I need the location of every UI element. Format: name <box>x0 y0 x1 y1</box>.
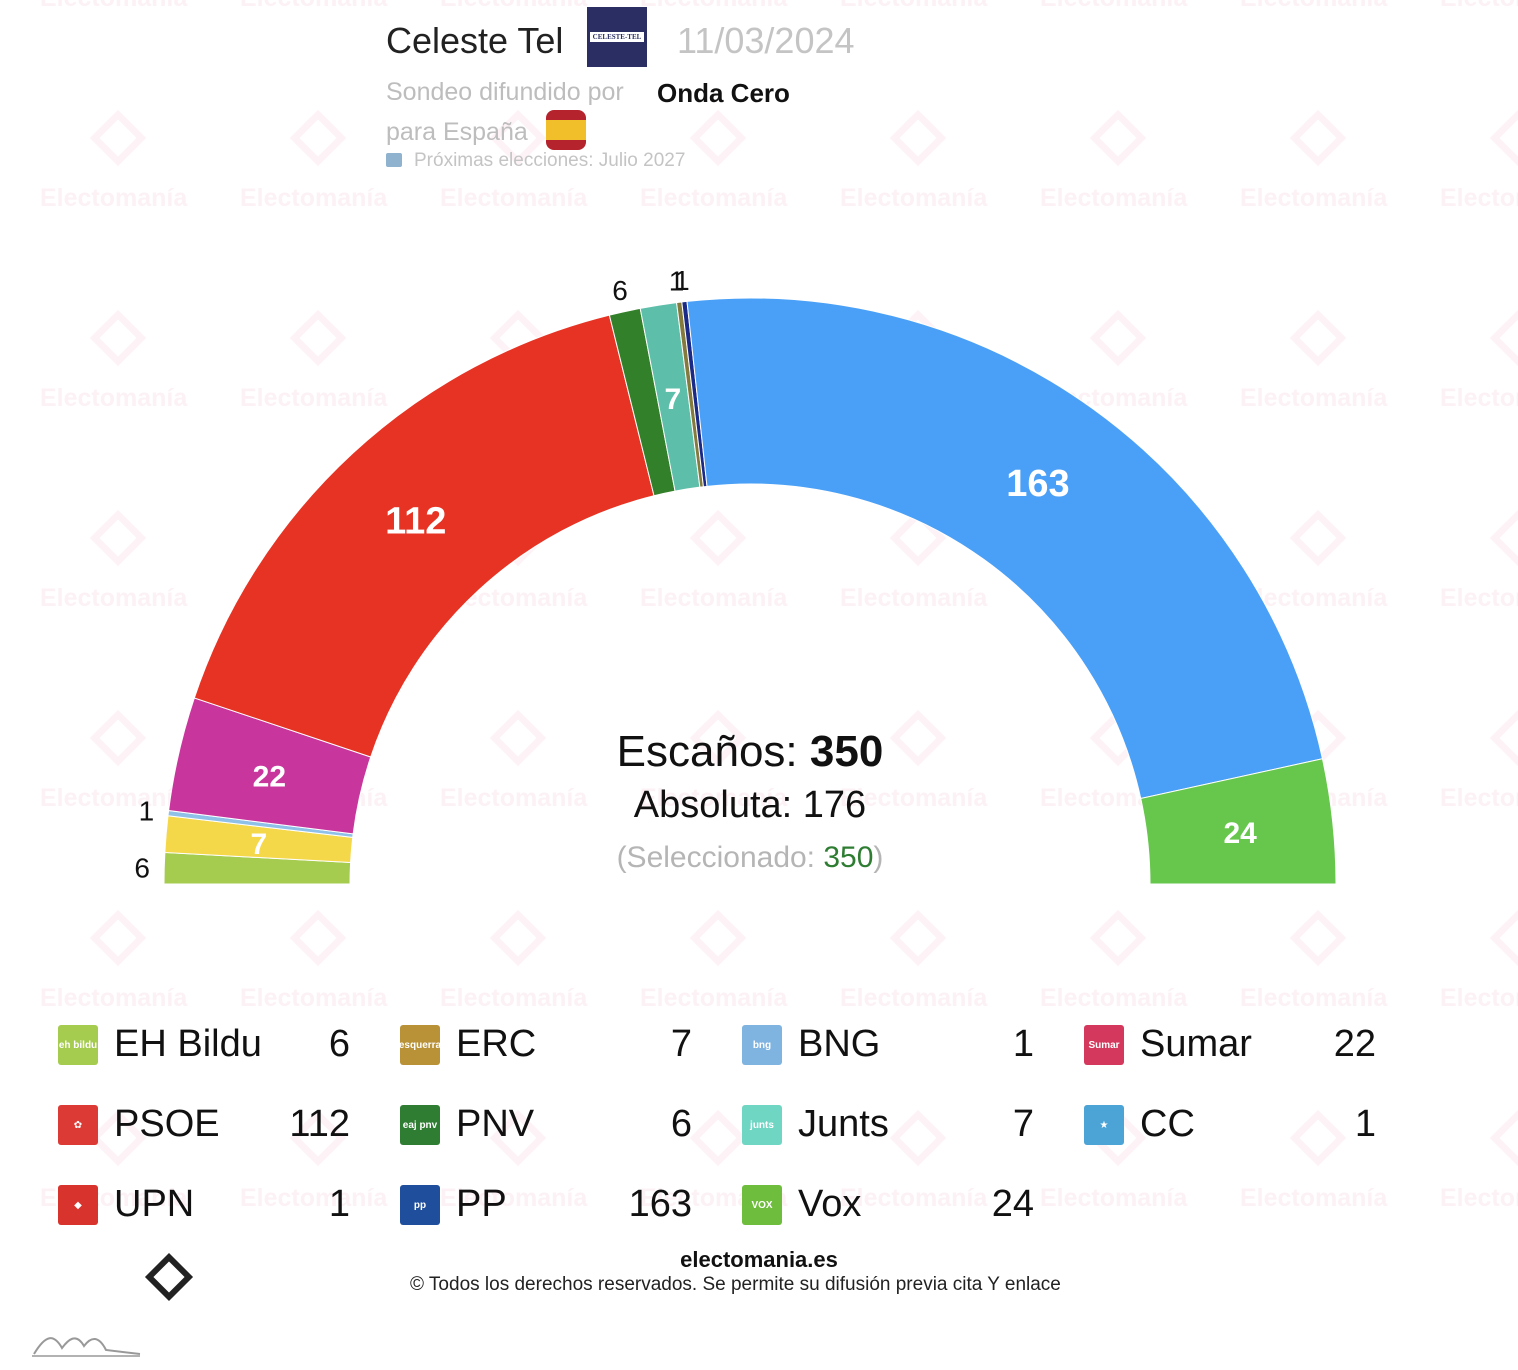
watermark-text: Electomanía <box>1440 1184 1518 1212</box>
selected-prefix: (Seleccionado: <box>616 841 824 874</box>
poll-date: 11/03/2024 <box>677 20 855 61</box>
legend-item-eh-bildu: eh bildu EH Bildu 6 <box>58 1023 388 1065</box>
legend-party-seats: 24 <box>991 1183 1034 1225</box>
legend-party-seats: 6 <box>670 1103 692 1145</box>
legend-party-name: ERC <box>456 1023 537 1065</box>
selected-seats: (Seleccionado: 350) <box>500 841 1000 875</box>
vox-icon: VOX <box>742 1185 782 1225</box>
seat-arc-pp <box>686 297 1324 800</box>
sparkline-icon <box>32 1337 141 1357</box>
legend-item-pp: pp PP 163 <box>400 1183 730 1225</box>
seat-label-psoe: 112 <box>385 501 446 543</box>
legend-party-seats: 6 <box>328 1023 350 1065</box>
footer-site[interactable]: electomania.es <box>680 1247 838 1272</box>
legend-item-upn: ◆ UPN 1 <box>58 1183 388 1225</box>
pnv-icon: eaj pnv <box>400 1105 440 1145</box>
legend-party-seats: 1 <box>1354 1103 1376 1145</box>
pollster-logo: CELESTE-TEL <box>587 7 647 67</box>
legend-item-bng: bng BNG 1 <box>742 1023 1072 1065</box>
seats-total: 350 <box>809 727 884 776</box>
seat-label-eh-bildu: 6 <box>134 853 150 884</box>
pollster-name: Celeste Tel <box>386 20 564 61</box>
legend-party-seats: 7 <box>670 1023 692 1065</box>
junts-icon: junts <box>742 1105 782 1145</box>
seat-label-junts: 7 <box>665 383 682 416</box>
media-name: Onda Cero <box>657 78 790 108</box>
seat-label-pnv: 6 <box>612 275 628 306</box>
footer-copyright: © Todos los derechos reservados. Se perm… <box>410 1274 1061 1295</box>
spread-label: Sondeo difundido por <box>386 78 624 106</box>
legend-party-name: PNV <box>456 1103 535 1145</box>
pollster-logo-text: CELESTE-TEL <box>589 32 645 42</box>
legend-party-seats: 22 <box>1333 1023 1376 1065</box>
pp-icon: pp <box>400 1185 440 1225</box>
legend-party-name: Vox <box>798 1183 862 1225</box>
legend-party-name: Sumar <box>1140 1023 1252 1065</box>
legend-party-seats: 163 <box>628 1183 692 1225</box>
legend-item-pnv: eaj pnv PNV 6 <box>400 1103 730 1145</box>
legend-party-name: PP <box>456 1183 507 1225</box>
legend-party-name: Junts <box>798 1103 889 1145</box>
legend-item-vox: VOX Vox 24 <box>742 1183 1072 1225</box>
legend-party-seats: 7 <box>1012 1103 1034 1145</box>
seats-summary: Escaños: 350 <box>500 727 1000 777</box>
legend-party-name: EH Bildu <box>114 1023 262 1065</box>
cc-icon: ★ <box>1084 1105 1124 1145</box>
legend-item-junts: junts Junts 7 <box>742 1103 1072 1145</box>
ballot-box-icon <box>386 153 402 167</box>
legend-item-cc: ★ CC 1 <box>1084 1103 1414 1145</box>
seat-arc-vox <box>1140 758 1337 885</box>
erc-icon: esquerra <box>399 1025 441 1065</box>
sumar-icon: Sumar <box>1084 1025 1124 1065</box>
selected-suffix: ) <box>873 841 884 874</box>
legend-party-name: PSOE <box>114 1103 220 1145</box>
next-elections: Próximas elecciones: Julio 2027 <box>386 150 685 172</box>
seat-label-erc: 7 <box>250 828 267 861</box>
selected-value: 350 <box>823 841 874 874</box>
seat-label-pp: 163 <box>1006 463 1069 505</box>
next-elections-text: Próximas elecciones: Julio 2027 <box>414 150 686 171</box>
eh-bildu-icon: eh bildu <box>58 1025 98 1065</box>
absolute-majority: Absoluta: 176 <box>633 784 867 826</box>
seat-label-bng: 1 <box>139 796 155 827</box>
legend-party-seats: 112 <box>289 1103 350 1145</box>
spain-flag-icon <box>546 110 586 150</box>
legend-item-sumar: Sumar Sumar 22 <box>1084 1023 1414 1065</box>
region-label: para España <box>386 118 528 146</box>
legend-party-name: CC <box>1140 1103 1195 1145</box>
watermark-logo-icon <box>1489 1109 1518 1167</box>
seat-arc-psoe <box>193 314 655 758</box>
legend-party-seats: 1 <box>328 1183 350 1225</box>
seats-label: Escaños: <box>616 727 798 776</box>
legend-item-psoe: ✿ PSOE 112 <box>58 1103 388 1145</box>
legend-party-seats: 1 <box>1012 1023 1034 1065</box>
legend-party-name: UPN <box>114 1183 195 1225</box>
seat-label-sumar: 22 <box>253 760 286 793</box>
seat-label-vox: 24 <box>1223 817 1257 850</box>
seat-label-upn: 1 <box>669 265 685 296</box>
legend-party-name: BNG <box>798 1023 881 1065</box>
psoe-icon: ✿ <box>58 1105 98 1145</box>
upn-icon: ◆ <box>58 1185 98 1225</box>
legend-item-erc: esquerra ERC 7 <box>399 1023 730 1065</box>
watermark-text: Electomanía <box>1240 1184 1388 1212</box>
seat-label-cc: 1 <box>674 265 690 296</box>
bng-icon: bng <box>742 1025 782 1065</box>
